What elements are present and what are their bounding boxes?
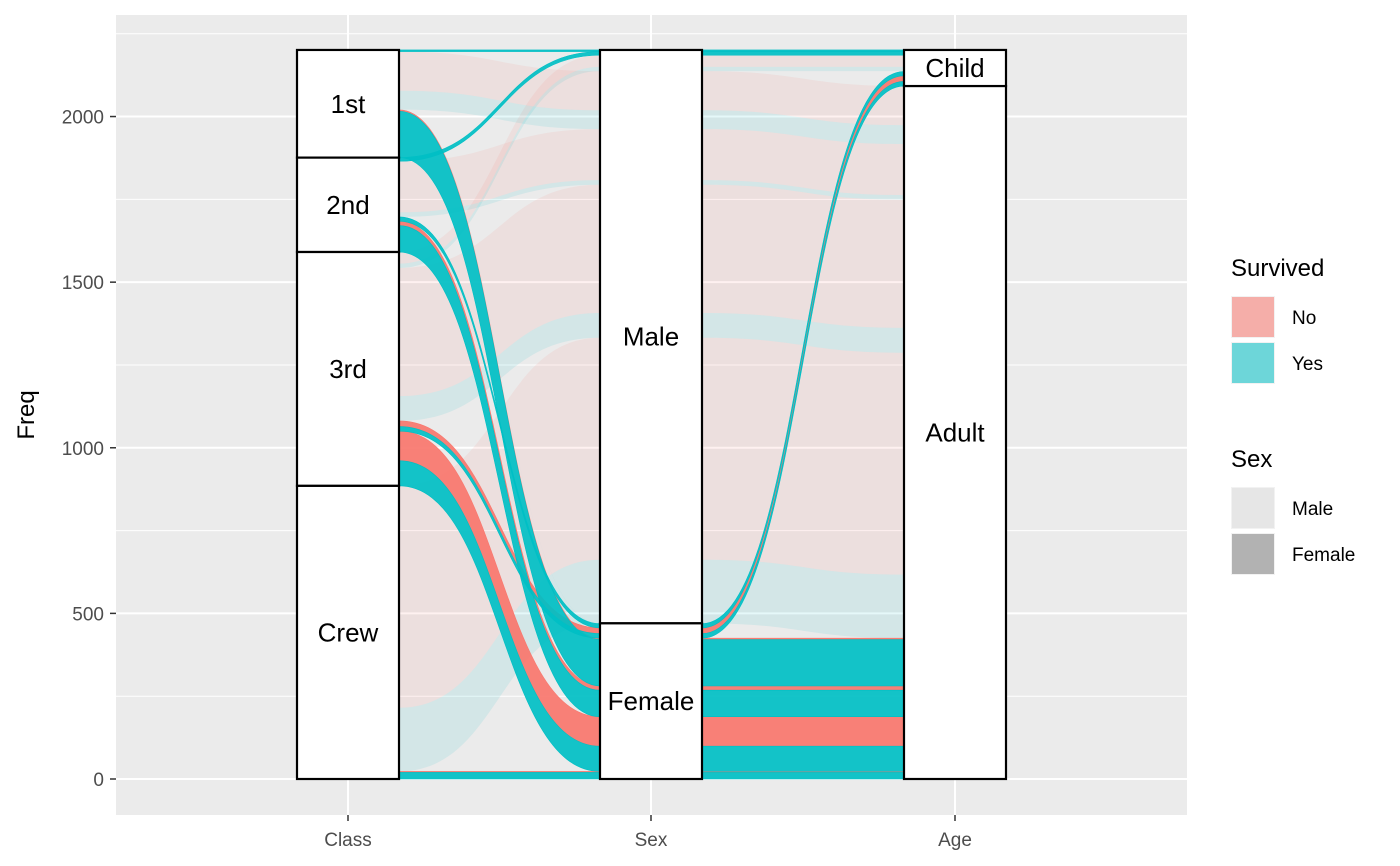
flow-ribbon-2nd-male-adult-yes xyxy=(399,180,600,217)
legend: Survived No Yes Sex Male Female xyxy=(1231,255,1355,575)
flow-ribbon-3rd-female-adult-no xyxy=(701,716,905,747)
flow-ribbon-2nd-male-child-yes xyxy=(701,51,905,56)
legend-label-female: Female xyxy=(1292,545,1355,566)
legend-label-no: No xyxy=(1292,308,1316,329)
flow-ribbon-3rd-male-child-no xyxy=(702,55,904,67)
stratum-3rd xyxy=(295,250,401,487)
flows-background xyxy=(399,51,904,772)
legend-swatch-yes xyxy=(1232,343,1274,383)
stratum-male xyxy=(598,48,704,625)
stratum-label-3rd: 3rd xyxy=(329,354,367,384)
legend-swatch-female xyxy=(1232,534,1274,574)
flow-ribbon-1st-male-child-yes xyxy=(398,49,601,52)
flow-ribbon-3rd-male-adult-no xyxy=(399,184,600,397)
flow-ribbon-crew-male-adult-no xyxy=(399,337,600,708)
legend-swatch-no xyxy=(1232,297,1274,337)
flow-ribbon-3rd-male-child-yes xyxy=(399,66,600,268)
stratum-label-male: Male xyxy=(623,322,679,352)
flow-ribbon-3rd-female-adult-yes xyxy=(701,745,905,772)
x-tick-label-age: Age xyxy=(938,830,972,851)
y-tick-label: 1000 xyxy=(62,439,104,460)
flow-ribbon-1st-female-child-yes xyxy=(399,109,600,624)
legend-title-survived: Survived xyxy=(1231,255,1324,282)
stratum-label-child: Child xyxy=(925,53,984,83)
flows-highlight xyxy=(398,49,905,780)
stratum-female xyxy=(598,622,704,781)
stratum-1st xyxy=(295,48,401,159)
legend-label-male: Male xyxy=(1292,499,1333,520)
y-tick-label: 500 xyxy=(72,604,104,625)
flow-ribbon-1st-male-adult-yes xyxy=(399,90,600,130)
x-tick-label-class: Class xyxy=(324,830,372,851)
y-tick-label: 2000 xyxy=(62,108,104,129)
stratum-label-female: Female xyxy=(608,686,695,716)
flow-ribbon-crew-female-adult-yes xyxy=(701,772,905,780)
legend-swatch-male xyxy=(1232,488,1274,528)
flow-ribbon-3rd-male-child-no xyxy=(399,55,600,264)
stratum-adult xyxy=(902,84,1008,781)
legend-title-sex: Sex xyxy=(1231,446,1272,473)
flow-ribbon-1st-male-adult-no xyxy=(399,51,600,111)
flow-ribbon-2nd-male-adult-yes xyxy=(702,180,904,200)
x-axis: Class Sex Age xyxy=(324,815,972,851)
flow-ribbon-crew-female-adult-yes xyxy=(398,772,601,780)
y-tick-label: 1500 xyxy=(62,273,104,294)
x-tick-label-sex: Sex xyxy=(635,830,668,851)
y-axis-title: Freq xyxy=(13,390,40,439)
stratum-label-crew: Crew xyxy=(318,617,379,647)
stratum-label-1st: 1st xyxy=(331,89,366,119)
stratum-crew xyxy=(295,484,401,781)
flow-ribbon-3rd-male-adult-yes xyxy=(399,312,600,421)
stratum-label-adult: Adult xyxy=(925,418,985,448)
flow-ribbon-1st-male-adult-no xyxy=(702,71,904,126)
flow-ribbon-2nd-female-adult-yes xyxy=(701,689,905,718)
flow-ribbon-3rd-male-adult-yes xyxy=(702,312,904,353)
flow-ribbon-2nd-female-adult-no xyxy=(701,685,905,691)
flow-ribbon-2nd-male-adult-no xyxy=(702,129,904,196)
stratum-label-2nd: 2nd xyxy=(326,190,369,220)
stratum-child xyxy=(902,48,1008,88)
y-axis: 0 500 1000 1500 2000 xyxy=(62,108,116,791)
legend-label-yes: Yes xyxy=(1292,354,1323,375)
y-tick-label: 0 xyxy=(93,770,104,791)
strata: 1st 2nd 3rd Crew Male Female Child Adult xyxy=(295,48,1008,781)
flow-ribbon-3rd-male-child-yes xyxy=(702,66,904,72)
flow-ribbon-3rd-male-adult-no xyxy=(702,184,904,328)
flow-ribbon-1st-female-adult-yes xyxy=(701,639,905,687)
flow-ribbon-crew-male-adult-no xyxy=(702,337,904,575)
